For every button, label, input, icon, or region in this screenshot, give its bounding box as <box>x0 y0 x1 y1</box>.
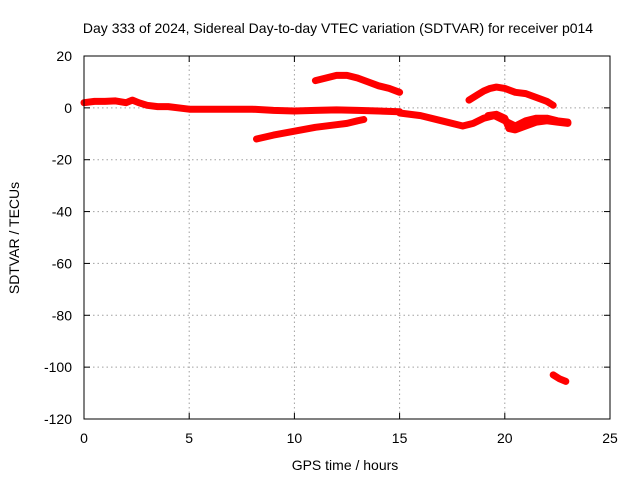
data-point <box>533 119 540 126</box>
data-point <box>365 78 371 85</box>
data-point <box>375 82 382 89</box>
data-point <box>474 91 481 98</box>
data-point <box>543 117 550 124</box>
data-point <box>144 102 151 109</box>
data-point <box>438 117 445 124</box>
data-point <box>270 107 277 114</box>
data-point <box>543 98 550 105</box>
data-point <box>291 128 298 135</box>
data-point <box>506 125 512 132</box>
data-point <box>312 107 319 114</box>
data-point <box>550 102 557 109</box>
data-point <box>550 371 557 378</box>
data-point <box>396 110 403 116</box>
data-point <box>333 106 340 113</box>
data-point <box>354 75 361 81</box>
data-point <box>501 85 508 92</box>
data-point <box>270 132 277 139</box>
data-point <box>386 85 393 92</box>
data-point <box>344 120 350 127</box>
series-track-6 <box>484 110 572 134</box>
data-point <box>333 72 340 79</box>
grid <box>84 56 610 419</box>
data-point <box>154 103 161 110</box>
data-point <box>344 72 350 79</box>
data-point <box>112 97 119 104</box>
data-point <box>562 378 569 385</box>
data-point <box>312 77 319 84</box>
data-point <box>312 124 319 131</box>
data-point <box>129 97 136 104</box>
data-point <box>102 98 108 105</box>
data-point <box>493 84 500 91</box>
x-axis-label: GPS time / hours <box>292 457 399 473</box>
data-point <box>291 108 298 114</box>
data-point <box>417 112 424 119</box>
x-tick-label: 5 <box>185 430 193 446</box>
x-tick-label: 15 <box>392 430 408 446</box>
data-point <box>354 107 361 114</box>
data-point <box>512 126 519 133</box>
data-point <box>396 89 403 96</box>
x-tick-label: 25 <box>602 430 618 446</box>
data-point <box>354 117 361 124</box>
axis-ticks: 0 5 10 15 20 25 20 0 -20 -40 -60 -80 -100 -120 <box>44 48 618 446</box>
data-point <box>522 90 529 97</box>
x-tick-label: 0 <box>80 430 88 446</box>
data-point <box>165 103 172 110</box>
data-point <box>459 123 466 129</box>
data-point <box>493 111 500 118</box>
data-point <box>186 106 193 113</box>
data-point <box>556 375 563 382</box>
y-tick-label: -20 <box>52 152 72 168</box>
x-tick-label: 10 <box>287 430 303 446</box>
data-series <box>80 71 572 385</box>
data-point <box>253 136 260 142</box>
data-point <box>123 99 130 106</box>
y-tick-label: -80 <box>52 307 72 323</box>
chart-title: Day 333 of 2024, Sidereal Day-to-day VTE… <box>83 20 593 36</box>
y-tick-label: 20 <box>56 48 72 64</box>
data-point <box>485 112 491 119</box>
data-point <box>480 88 487 94</box>
data-point <box>135 99 142 106</box>
data-point <box>522 123 529 129</box>
data-point <box>228 106 235 113</box>
y-tick-label: -120 <box>44 411 72 427</box>
y-tick-label: -60 <box>52 255 72 271</box>
y-tick-label: 0 <box>64 100 72 116</box>
y-tick-label: -40 <box>52 204 72 220</box>
data-point <box>333 121 340 128</box>
y-tick-label: -100 <box>44 359 72 375</box>
plot-frame <box>83 55 611 420</box>
data-point <box>512 89 519 96</box>
data-point <box>501 115 508 122</box>
data-point <box>207 106 214 113</box>
data-point <box>375 108 382 114</box>
data-point <box>533 94 540 101</box>
data-point <box>487 85 494 92</box>
data-point <box>554 119 561 126</box>
data-point <box>466 97 472 104</box>
data-point <box>91 98 98 105</box>
data-point <box>564 120 571 127</box>
data-point <box>470 120 477 127</box>
data-point <box>323 75 329 81</box>
x-tick-label: 20 <box>497 430 513 446</box>
data-point <box>360 116 367 123</box>
y-axis-label: SDTVAR / TECUs <box>6 182 22 294</box>
data-point <box>249 106 256 113</box>
